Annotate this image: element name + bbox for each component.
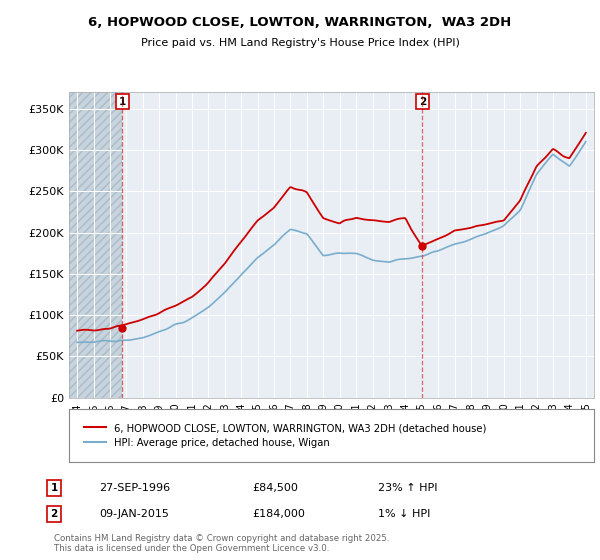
Text: 6, HOPWOOD CLOSE, LOWTON, WARRINGTON,  WA3 2DH: 6, HOPWOOD CLOSE, LOWTON, WARRINGTON, WA…	[88, 16, 512, 29]
Text: 27-SEP-1996: 27-SEP-1996	[99, 483, 170, 493]
Text: 1% ↓ HPI: 1% ↓ HPI	[378, 509, 430, 519]
Text: 2: 2	[419, 96, 426, 106]
Text: £184,000: £184,000	[252, 509, 305, 519]
Text: £84,500: £84,500	[252, 483, 298, 493]
Legend: 6, HOPWOOD CLOSE, LOWTON, WARRINGTON, WA3 2DH (detached house), HPI: Average pri: 6, HOPWOOD CLOSE, LOWTON, WARRINGTON, WA…	[79, 418, 491, 452]
Text: 2: 2	[50, 509, 58, 519]
Text: 09-JAN-2015: 09-JAN-2015	[99, 509, 169, 519]
Text: Contains HM Land Registry data © Crown copyright and database right 2025.
This d: Contains HM Land Registry data © Crown c…	[54, 534, 389, 553]
Text: 23% ↑ HPI: 23% ↑ HPI	[378, 483, 437, 493]
Text: 1: 1	[50, 483, 58, 493]
Text: Price paid vs. HM Land Registry's House Price Index (HPI): Price paid vs. HM Land Registry's House …	[140, 38, 460, 48]
Text: 1: 1	[119, 96, 126, 106]
